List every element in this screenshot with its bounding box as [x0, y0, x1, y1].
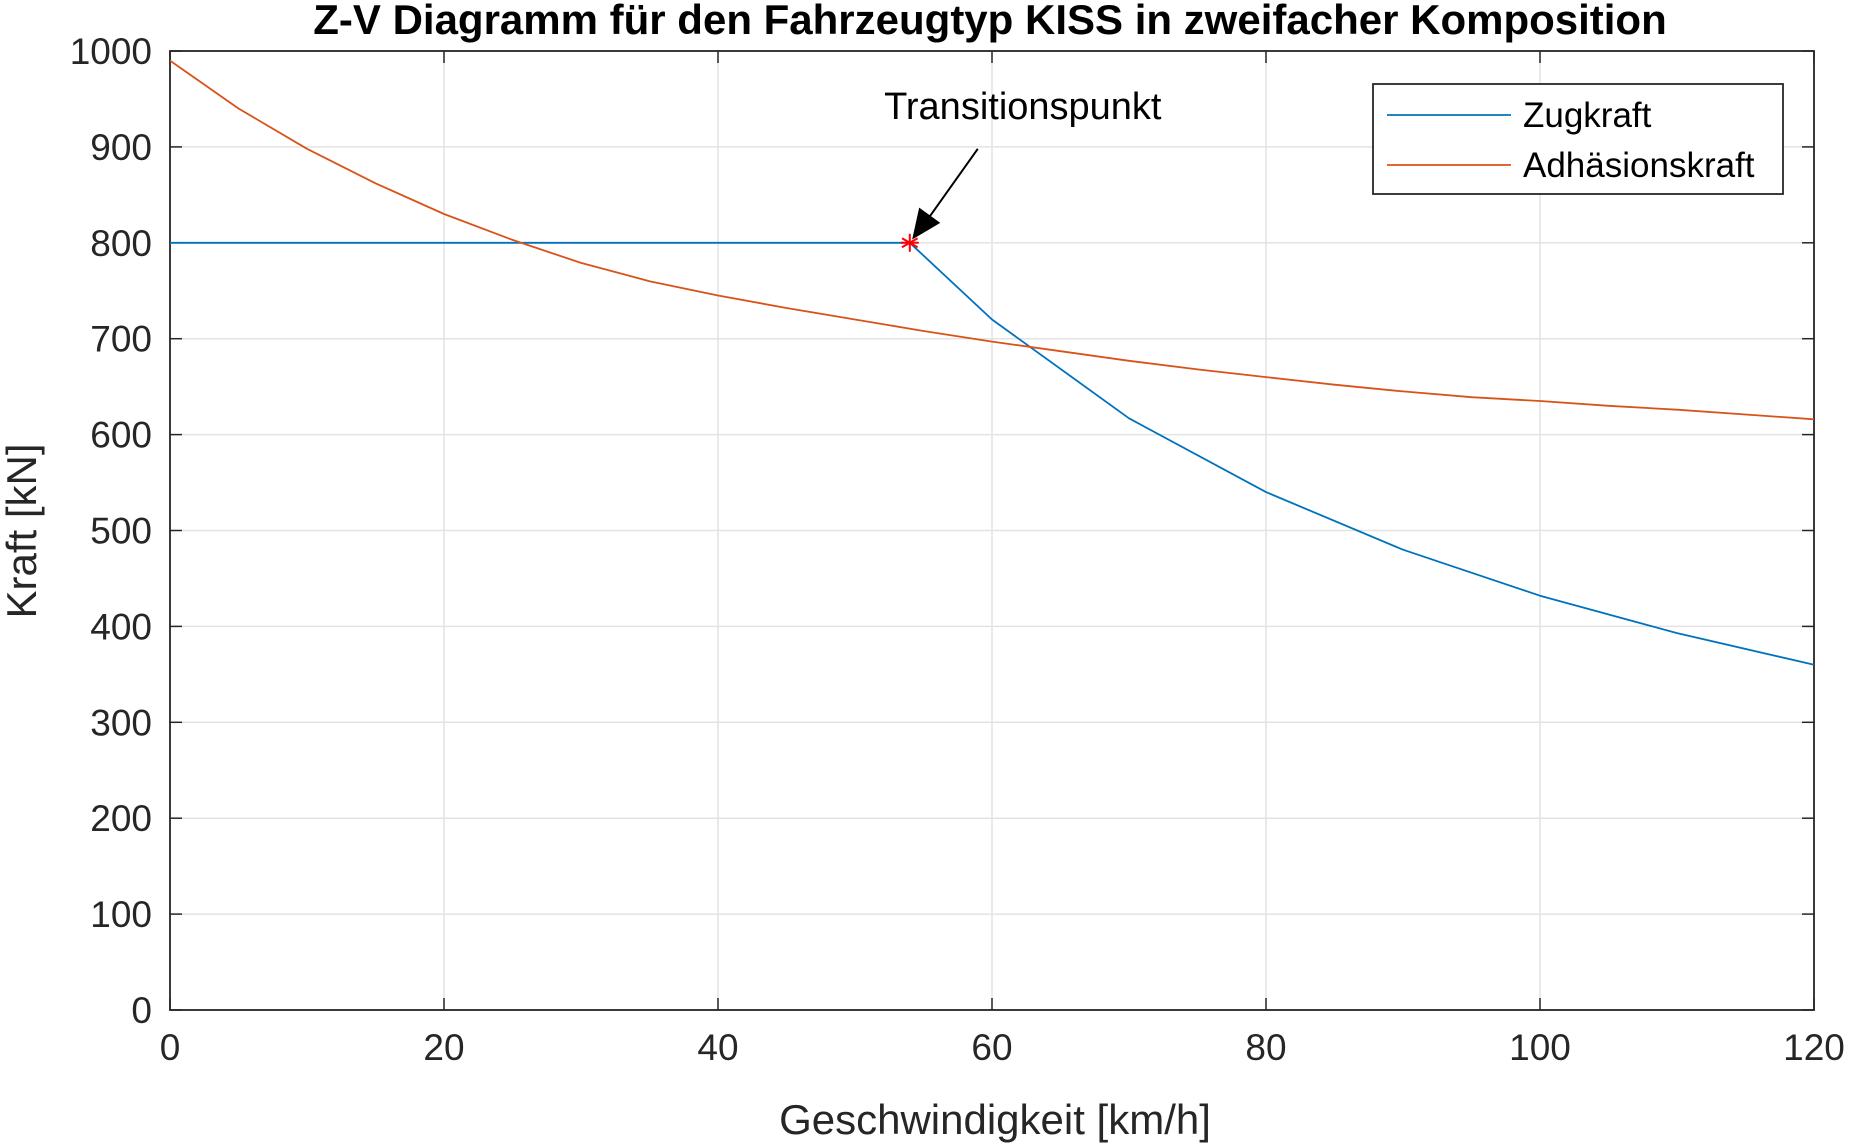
- legend-box: [1372, 83, 1784, 195]
- y-tick-label: 0: [131, 990, 152, 1031]
- y-axis-label: Kraft [kN]: [0, 443, 45, 618]
- legend-entry-label: Adhäsionskraft: [1523, 146, 1755, 185]
- y-tick-label: 200: [90, 798, 152, 839]
- x-axis-label: Geschwindigkeit [km/h]: [779, 1096, 1211, 1143]
- y-tick-label: 700: [90, 319, 152, 360]
- annotation-label: Transitionspunkt: [884, 86, 1162, 128]
- series-line-adhaesionskraft: [169, 59, 1815, 421]
- x-tick-label: 0: [160, 1027, 181, 1068]
- x-tick-label: 120: [1783, 1027, 1845, 1068]
- x-tick-label: 80: [1245, 1027, 1286, 1068]
- y-tick-label: 100: [90, 894, 152, 935]
- series-line-zugkraft: [170, 241, 1815, 666]
- y-tick-label: 500: [90, 511, 152, 552]
- annotation-arrow-head: [912, 207, 941, 240]
- x-tick-label: 40: [697, 1027, 738, 1068]
- annotation: Transitionspunkt: [884, 86, 1162, 252]
- chart-title: Z-V Diagramm für den Fahrzeugtyp KISS in…: [313, 0, 1667, 43]
- y-tick-label: 900: [90, 127, 152, 168]
- transition-point-marker: [900, 233, 919, 252]
- y-tick-label: 400: [90, 606, 152, 647]
- axes: [169, 50, 1815, 1011]
- y-tick-label: 800: [90, 223, 152, 264]
- series-lines: [169, 59, 1815, 666]
- y-tick-label: 600: [90, 415, 152, 456]
- annotation-arrow-shaft: [922, 148, 979, 226]
- tick-labels: 0 20 40 60 80 100 120 0 100 200 300 400 500 600 700 800…: [70, 31, 1845, 1068]
- legend: Zugkraft Adhäsionskraft: [1372, 83, 1784, 195]
- x-tick-label: 100: [1509, 1027, 1571, 1068]
- y-tick-label: 1000: [70, 31, 152, 72]
- x-tick-label: 60: [971, 1027, 1012, 1068]
- y-tick-label: 300: [90, 702, 152, 743]
- legend-entry-label: Zugkraft: [1523, 96, 1652, 135]
- x-tick-label: 20: [423, 1027, 464, 1068]
